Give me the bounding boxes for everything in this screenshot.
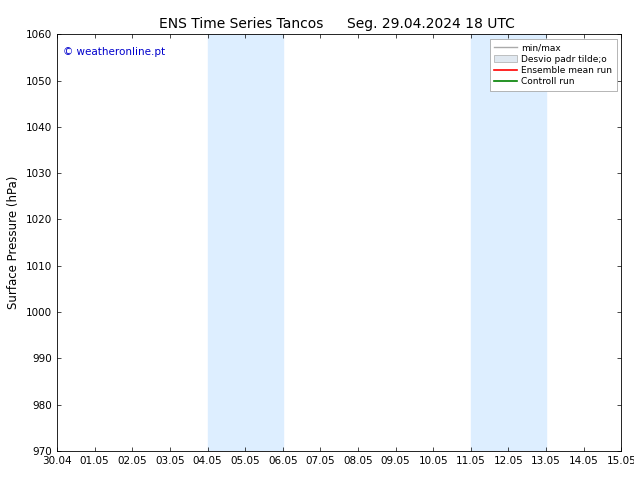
Text: © weatheronline.pt: © weatheronline.pt [63, 47, 165, 57]
Legend: min/max, Desvio padr tilde;o, Ensemble mean run, Controll run: min/max, Desvio padr tilde;o, Ensemble m… [489, 39, 617, 91]
Y-axis label: Surface Pressure (hPa): Surface Pressure (hPa) [8, 176, 20, 309]
Bar [207, 34, 283, 451]
Text: Seg. 29.04.2024 18 UTC: Seg. 29.04.2024 18 UTC [347, 17, 515, 31]
Text: ENS Time Series Tancos: ENS Time Series Tancos [158, 17, 323, 31]
Bar [471, 34, 546, 451]
